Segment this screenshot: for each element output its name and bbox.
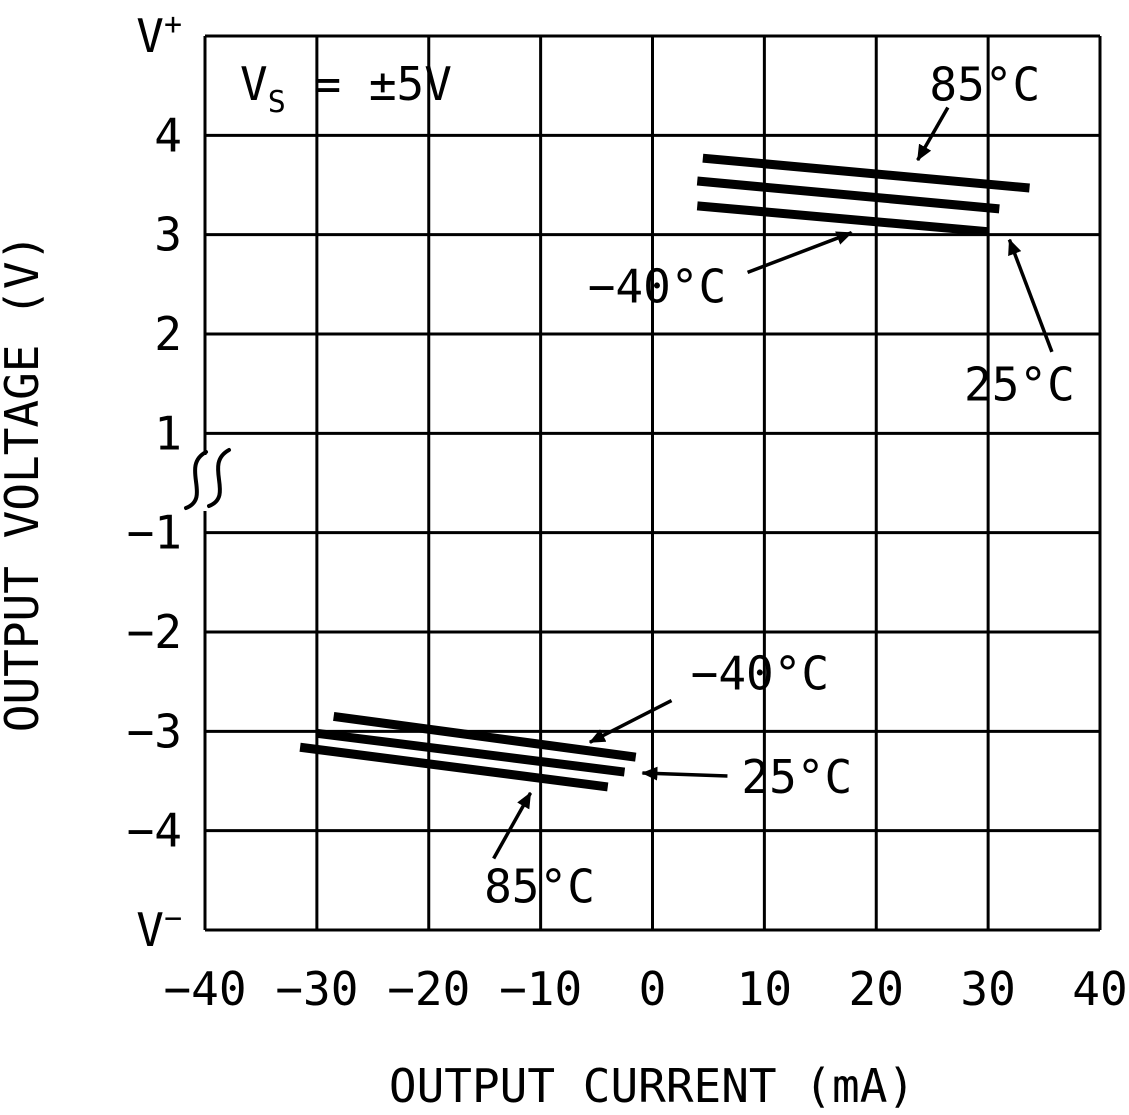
series xyxy=(299,153,1030,792)
axis-break-mask xyxy=(195,455,215,511)
y-tick-label: 4 xyxy=(154,108,182,162)
series-line xyxy=(316,728,626,777)
supply-condition-subscript: S xyxy=(268,85,286,120)
y-tick-label: V− xyxy=(136,901,182,957)
curve-label: −40°C xyxy=(691,647,829,701)
x-tick-label: 20 xyxy=(849,962,904,1016)
x-tick-label: 30 xyxy=(960,962,1015,1016)
curve-label: 85°C xyxy=(929,58,1040,112)
curve-label: 85°C xyxy=(484,859,595,913)
x-axis-title: OUTPUT CURRENT (mA) xyxy=(389,1059,915,1113)
series-line xyxy=(696,201,989,237)
y-axis-break xyxy=(184,448,231,511)
annotations: 85°C −40°C 25°C −40°C 25°C 85°C xyxy=(484,58,1075,914)
annotation-arrow xyxy=(641,766,728,781)
series-line xyxy=(696,176,1000,214)
x-tick-label: 40 xyxy=(1072,962,1127,1016)
curve-label: 25°C xyxy=(741,750,852,804)
annotation-arrow xyxy=(588,698,673,744)
annotation-arrow xyxy=(1007,238,1054,353)
y-tick-label: V+ xyxy=(136,7,182,63)
x-tick-label: −10 xyxy=(499,962,582,1016)
supply-condition-base: V xyxy=(240,57,268,111)
y-tick-label: 3 xyxy=(154,208,182,262)
y-axis-title: OUTPUT VOLTAGE (V) xyxy=(0,234,49,733)
x-tick-label: −30 xyxy=(275,962,358,1016)
tick-labels: −40 −30 −20 −10 0 10 20 30 40 V+ 4 3 2 1 −1 −2 −3 −4 V− xyxy=(127,7,1128,1016)
series-line xyxy=(299,742,609,792)
y-tick-label: −3 xyxy=(127,704,182,758)
y-tick-label: −4 xyxy=(127,804,182,858)
curve-label: 25°C xyxy=(964,358,1075,412)
annotation-arrow xyxy=(916,106,950,162)
annotation-arrow xyxy=(492,792,533,860)
axis-break-squiggle xyxy=(184,450,208,510)
series-line xyxy=(702,153,1030,193)
annotation-arrow xyxy=(746,231,853,275)
y-tick-label: −2 xyxy=(127,605,182,659)
x-tick-label: −20 xyxy=(387,962,470,1016)
grid xyxy=(203,34,1102,932)
series-line xyxy=(333,711,637,762)
x-tick-label: −40 xyxy=(163,962,246,1016)
axis-break-squiggle xyxy=(207,448,231,508)
y-tick-label: 1 xyxy=(154,406,182,460)
supply-condition-label: VS = ±5V xyxy=(240,57,452,120)
y-tick-label: −1 xyxy=(127,506,182,560)
y-tick-label: 2 xyxy=(154,307,182,361)
curve-label: −40°C xyxy=(588,259,726,313)
x-tick-label: 0 xyxy=(639,962,667,1016)
supply-condition-value: = ±5V xyxy=(286,57,452,111)
x-tick-label: 10 xyxy=(737,962,792,1016)
